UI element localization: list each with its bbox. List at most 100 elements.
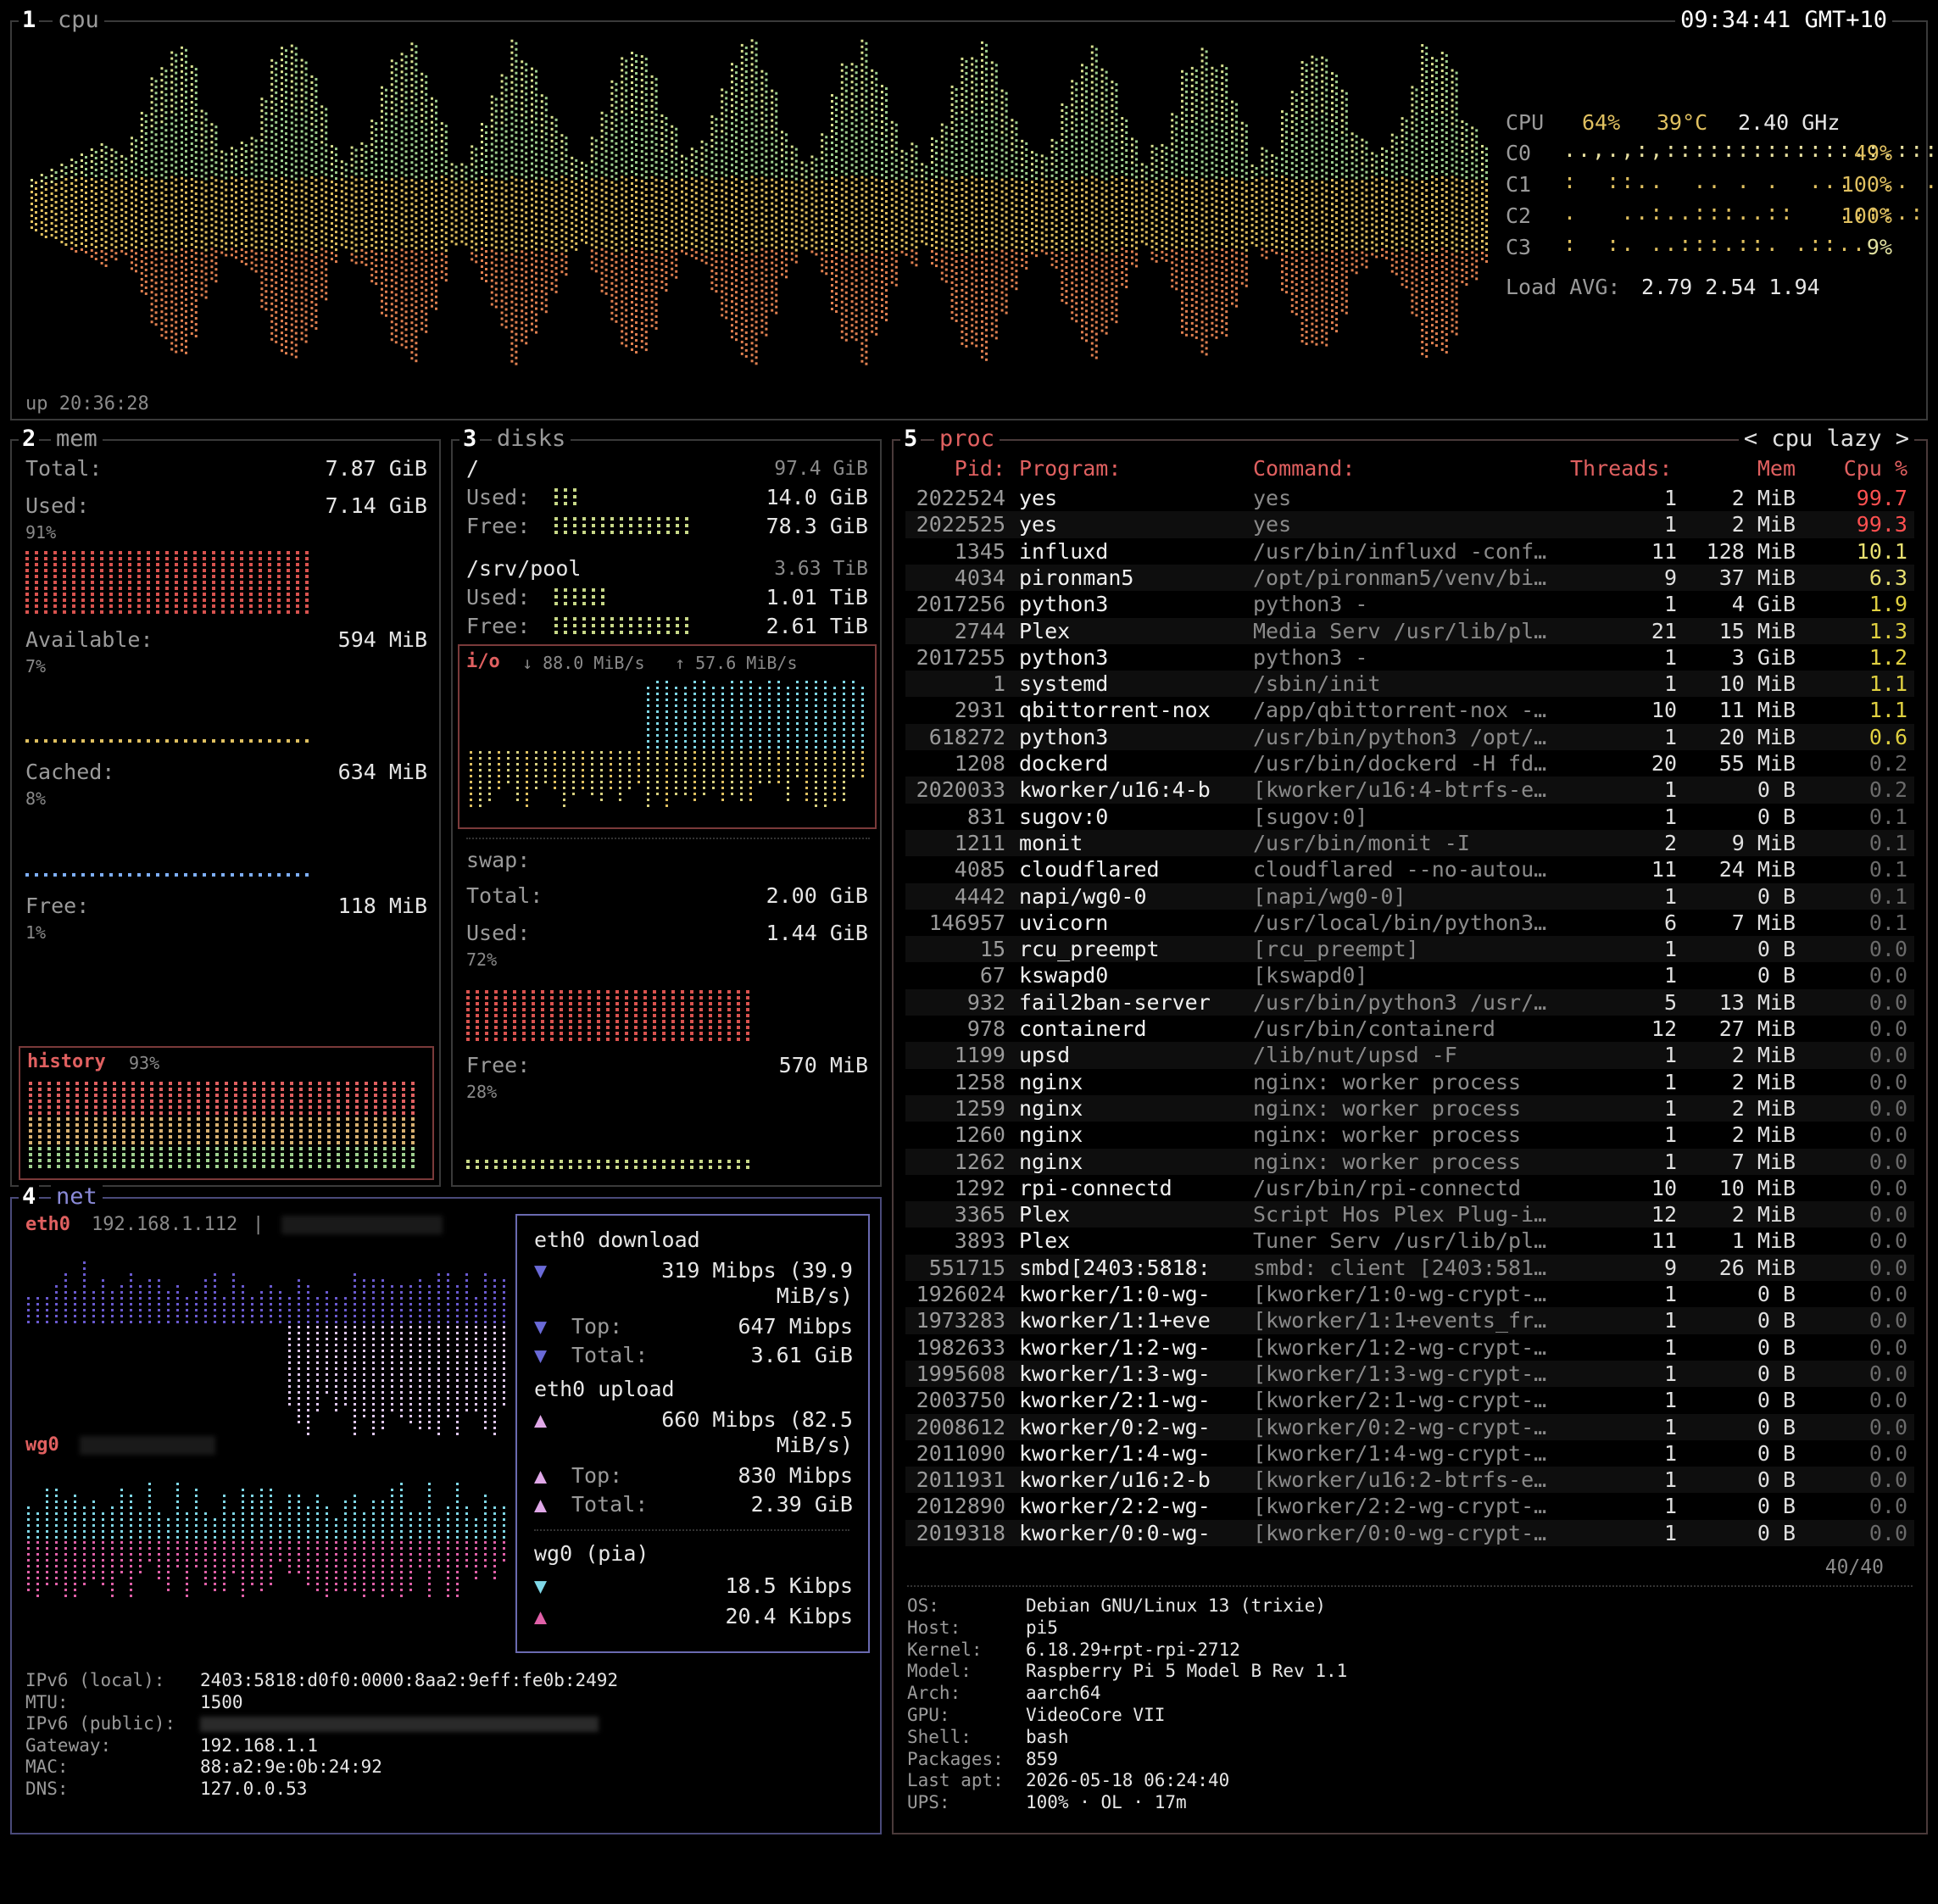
cell-pid: 2017255 <box>907 644 1005 671</box>
cell-pid: 2022525 <box>907 511 1005 537</box>
panel-title[interactable]: cpu <box>53 7 104 33</box>
cell-threads: 1 <box>1558 1307 1677 1333</box>
panel-title[interactable]: net <box>51 1183 103 1210</box>
mem-avail-pct: 7% <box>25 656 46 676</box>
panel-title[interactable]: mem <box>51 426 103 452</box>
panel-title[interactable]: disks <box>492 426 571 452</box>
history-label: history <box>27 1051 106 1072</box>
sysinfo-key: Arch: <box>907 1683 961 1703</box>
cell-cpu: 0.0 <box>1813 1042 1907 1068</box>
cell-command: /app/qbittorrent-nox -… <box>1253 697 1558 723</box>
cell-mem: 20 MiB <box>1694 724 1796 750</box>
cell-cpu: 0.1 <box>1813 910 1907 936</box>
cell-pid: 2011090 <box>907 1440 1005 1467</box>
cell-threads: 1 <box>1558 1095 1677 1122</box>
cell-cpu: 0.2 <box>1813 777 1907 803</box>
cell-cpu: 0.2 <box>1813 750 1907 777</box>
cell-threads: 9 <box>1558 1255 1677 1281</box>
mem-cached-label: Cached: <box>25 760 114 784</box>
panel-title[interactable]: proc <box>934 426 1000 452</box>
wg0-traffic-graph <box>24 1475 507 1611</box>
header-threads[interactable]: Threads: <box>1570 456 1689 481</box>
cell-pid: 1260 <box>907 1122 1005 1148</box>
cell-command: /usr/local/bin/python3… <box>1253 910 1558 936</box>
disk-pool-free: 2.61 TiB <box>766 614 868 638</box>
download-arrow-icon: ▼ <box>534 1258 547 1283</box>
cell-cpu: 1.1 <box>1813 671 1907 697</box>
header-command[interactable]: Command: <box>1253 456 1558 481</box>
cell-command: [napi/wg0-0] <box>1253 883 1558 910</box>
cell-pid: 1292 <box>907 1175 1005 1201</box>
disk-pool-used-meter <box>554 588 699 610</box>
cell-threads: 1 <box>1558 1440 1677 1467</box>
sort-selector[interactable]: < cpu lazy > <box>1739 426 1914 452</box>
header-cpu[interactable]: Cpu % <box>1814 456 1907 481</box>
disks-panel: 3 disks / 97.4 GiB Used: 14.0 GiB Free: … <box>451 439 882 1187</box>
cell-program: kworker/1:1+eve <box>1019 1307 1239 1333</box>
cell-mem: 9 MiB <box>1694 830 1796 856</box>
load-label: Load AVG: <box>1506 275 1620 299</box>
mem-avail-label: Available: <box>25 627 153 652</box>
cell-mem: 128 MiB <box>1694 538 1796 565</box>
io-label: i/o <box>466 651 500 672</box>
cpu-usage-graph <box>24 39 1499 395</box>
cell-command: [kswapd0] <box>1253 962 1558 988</box>
eth0-label[interactable]: eth0 <box>25 1214 70 1235</box>
header-pid[interactable]: Pid: <box>907 456 1005 481</box>
disk-pool-used-label: Used: <box>466 585 530 610</box>
sysinfo-key: Last apt: <box>907 1770 1004 1790</box>
disk-pool-free-meter <box>554 617 699 639</box>
cell-threads: 11 <box>1558 856 1677 882</box>
cell-threads: 1 <box>1558 804 1677 830</box>
core-pct: 49% <box>1854 141 1892 165</box>
wg0-label[interactable]: wg0 <box>25 1434 59 1456</box>
sysinfo-value: Raspberry Pi 5 Model B Rev 1.1 <box>1026 1661 1347 1681</box>
io-write: ↑ 57.6 MiB/s <box>675 653 798 673</box>
cell-pid: 2022524 <box>907 485 1005 511</box>
header-program[interactable]: Program: <box>1019 456 1239 481</box>
header-mem[interactable]: Mem <box>1704 456 1796 481</box>
sysinfo-key: GPU: <box>907 1705 950 1725</box>
cell-command: [kworker/1:3-wg-crypt-… <box>1253 1361 1558 1387</box>
